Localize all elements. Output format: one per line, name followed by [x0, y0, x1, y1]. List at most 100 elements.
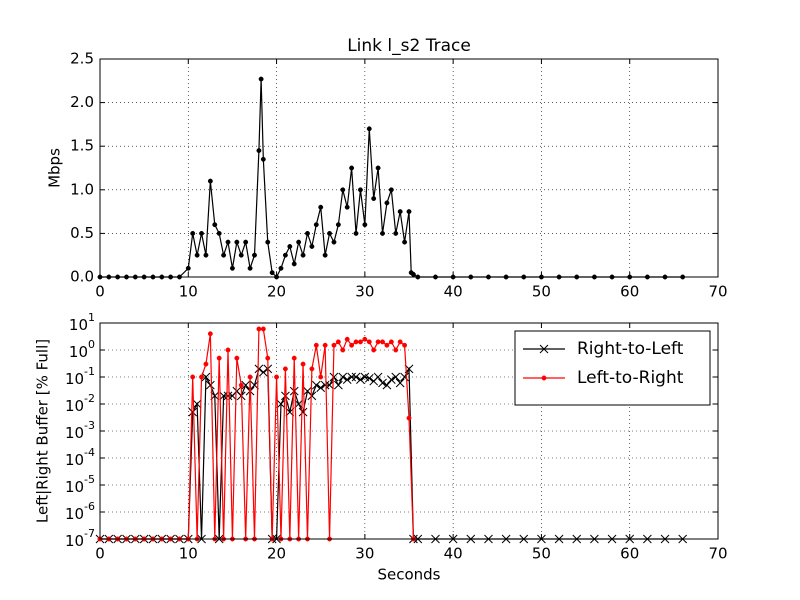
y-tick-label: 10-6: [65, 500, 95, 523]
data-point: [340, 347, 346, 353]
data-point: [243, 239, 249, 245]
data-point: [300, 361, 306, 367]
data-point: [402, 239, 408, 245]
legend-marker: [539, 344, 549, 354]
data-point: [393, 347, 399, 353]
data-point: [371, 196, 377, 201]
data-point: [203, 252, 209, 258]
data-point: [378, 378, 387, 388]
data-point: [238, 252, 244, 258]
data-point: [313, 222, 319, 228]
data-point: [207, 178, 213, 184]
plot-frame: [99, 322, 719, 540]
data-point: [313, 342, 319, 348]
x-tick-label: 50: [532, 545, 551, 563]
data-point: [258, 367, 268, 377]
y-tick-label: 10-1: [65, 365, 95, 388]
data-point: [371, 347, 377, 353]
data-point: [329, 372, 339, 382]
data-point: [234, 355, 240, 361]
data-point: [241, 380, 251, 390]
data-point: [199, 374, 204, 380]
data-point: [388, 187, 394, 193]
data-point: [344, 336, 350, 342]
data-point: [316, 383, 326, 393]
y-tick-label: 2.5: [70, 50, 94, 68]
data-point: [219, 391, 228, 401]
y-tick-label: 0.0: [70, 268, 94, 286]
data-point: [188, 407, 198, 417]
y-axis-label: Mbps: [46, 148, 64, 188]
data-point: [318, 374, 324, 380]
data-point: [225, 347, 231, 353]
data-point: [366, 339, 372, 345]
y-tick-label: 10-5: [65, 473, 95, 496]
data-point: [190, 230, 196, 236]
data-point: [384, 200, 390, 206]
data-point: [276, 399, 286, 409]
data-point: [397, 209, 403, 215]
data-point: [282, 252, 288, 258]
data-point: [380, 230, 385, 236]
data-point: [391, 372, 401, 382]
data-point: [203, 361, 209, 367]
data-point: [229, 265, 235, 271]
data-point: [373, 372, 383, 382]
data-point: [356, 375, 365, 384]
data-point: [375, 339, 381, 345]
data-point: [318, 204, 324, 210]
data-point: [340, 187, 346, 193]
data-point: [247, 374, 253, 380]
data-point: [199, 230, 204, 236]
data-point: [256, 326, 262, 332]
y-tick-label: 1.5: [70, 137, 94, 155]
y-tick-label: 10-7: [65, 527, 95, 550]
data-point: [265, 239, 271, 245]
y-tick-label: 100: [69, 338, 95, 361]
data-point: [206, 380, 215, 390]
data-point: [325, 380, 334, 390]
data-point: [287, 244, 293, 249]
x-tick-label: 10: [179, 545, 198, 563]
data-point: [190, 374, 196, 380]
y-tick-label: 10-4: [65, 446, 95, 469]
data-point: [298, 407, 308, 417]
data-point: [256, 148, 262, 154]
x-tick-label: 70: [708, 283, 727, 301]
data-point: [406, 415, 412, 421]
data-point: [291, 261, 297, 267]
data-point: [353, 230, 359, 236]
y-tick-label: 0.5: [70, 224, 94, 242]
data-point: [342, 375, 352, 384]
data-point: [201, 372, 211, 382]
data-point: [364, 373, 374, 383]
data-point: [291, 355, 297, 361]
data-point: [309, 366, 315, 372]
data-point: [388, 339, 394, 345]
data-point: [320, 380, 330, 390]
data-point: [192, 399, 202, 409]
data-point: [331, 342, 337, 348]
data-point: [344, 204, 350, 210]
y-tick-label: 1.0: [70, 180, 94, 198]
data-point: [406, 209, 412, 215]
x-tick-label: 20: [267, 283, 286, 301]
data-point: [216, 355, 222, 361]
data-point: [260, 156, 266, 162]
data-point: [386, 375, 396, 384]
legend-marker: [541, 375, 547, 381]
data-point: [331, 239, 337, 245]
data-point: [252, 252, 257, 258]
data-point: [238, 382, 244, 388]
y-tick-label: 101: [69, 311, 95, 334]
y-tick-label: 2.0: [70, 93, 94, 111]
y-axis-label: Left|Right Buffer [% Full]: [34, 339, 52, 523]
data-point: [335, 339, 341, 345]
x-tick-label: 30: [355, 545, 374, 563]
data-point: [393, 230, 399, 236]
data-point: [274, 374, 280, 380]
data-point: [335, 222, 341, 228]
data-point: [395, 378, 405, 388]
legend-label: Left-to-Right: [577, 368, 684, 388]
data-point: [353, 339, 359, 345]
